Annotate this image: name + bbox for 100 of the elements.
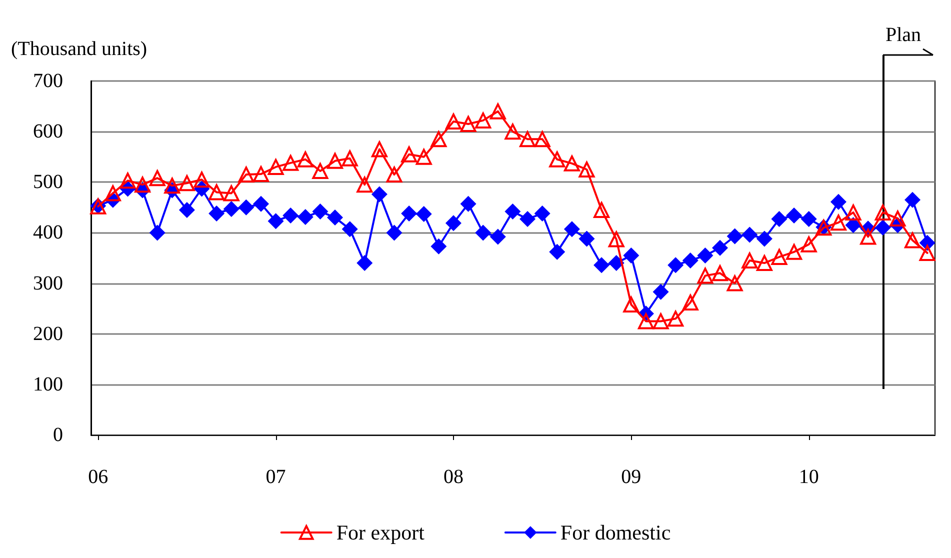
point — [890, 210, 906, 227]
y-tick-label: 700 — [33, 70, 63, 92]
point — [786, 208, 802, 224]
point — [445, 113, 462, 130]
point — [134, 176, 151, 193]
y-tick-label: 200 — [33, 322, 63, 345]
point — [668, 257, 684, 274]
point — [652, 313, 669, 330]
ref-line-label: Plan — [885, 24, 922, 46]
point — [534, 131, 550, 148]
point — [830, 214, 846, 231]
y-tick-label: 500 — [33, 171, 63, 194]
point — [268, 213, 284, 230]
point — [238, 166, 254, 183]
point — [490, 103, 506, 120]
point — [904, 232, 920, 248]
point — [756, 230, 772, 247]
point — [312, 203, 328, 220]
point — [282, 154, 299, 171]
point — [786, 244, 802, 260]
point — [771, 248, 788, 265]
point — [652, 284, 669, 300]
point — [712, 240, 728, 256]
point — [756, 255, 772, 272]
point — [860, 228, 876, 245]
point — [386, 166, 402, 183]
point — [682, 294, 698, 311]
point — [564, 155, 580, 172]
point — [460, 196, 476, 212]
point — [104, 185, 121, 202]
point — [268, 158, 284, 175]
point — [194, 172, 210, 188]
point — [342, 150, 358, 166]
point — [208, 205, 225, 222]
point — [430, 131, 447, 148]
point — [800, 236, 817, 252]
point — [120, 172, 136, 189]
point — [594, 202, 610, 218]
legend-label: For export — [336, 520, 425, 544]
point — [386, 224, 402, 241]
point — [430, 238, 447, 254]
y-axis-title: (Thousand units) — [11, 38, 148, 60]
x-tick-label: 07 — [266, 466, 286, 488]
point — [845, 204, 862, 220]
point — [342, 221, 358, 238]
point — [697, 247, 714, 264]
point — [178, 202, 195, 218]
point — [742, 252, 758, 269]
legend-label: For domestic — [560, 520, 671, 544]
point — [416, 148, 432, 165]
point — [371, 186, 388, 202]
point — [520, 131, 536, 148]
y-tick-label: 0 — [53, 424, 63, 446]
point — [534, 205, 550, 222]
point — [297, 209, 314, 226]
point — [594, 257, 610, 274]
point — [445, 215, 462, 232]
point — [356, 255, 373, 272]
point — [252, 196, 269, 212]
point — [460, 116, 476, 132]
point — [297, 151, 314, 168]
point — [904, 192, 920, 208]
point — [312, 163, 328, 180]
point — [223, 185, 240, 202]
point — [682, 252, 698, 269]
point — [712, 265, 728, 282]
point — [238, 199, 254, 216]
point — [668, 310, 684, 327]
y-tick-label: 300 — [33, 272, 63, 294]
point — [149, 224, 166, 241]
x-tick-label: 09 — [621, 466, 642, 488]
point — [327, 152, 344, 169]
point — [726, 275, 743, 292]
y-tick-label: 400 — [33, 222, 63, 244]
point — [416, 206, 432, 222]
point — [356, 176, 373, 193]
point — [401, 146, 418, 162]
point — [874, 220, 891, 236]
point — [223, 200, 240, 217]
point — [178, 175, 195, 192]
x-tick-label: 08 — [443, 466, 464, 488]
point — [726, 228, 743, 244]
point — [549, 151, 566, 168]
point — [371, 141, 388, 158]
point — [623, 247, 640, 264]
point — [475, 112, 492, 128]
point — [520, 211, 536, 228]
point — [149, 170, 166, 186]
point — [564, 221, 580, 238]
point — [697, 268, 714, 284]
point — [919, 244, 936, 261]
x-tick-label: 10 — [798, 466, 819, 488]
point — [475, 224, 492, 241]
y-tick-label: 100 — [33, 373, 63, 396]
point — [549, 244, 566, 260]
point — [608, 231, 624, 248]
point — [252, 166, 269, 182]
point — [608, 255, 624, 272]
point — [638, 313, 654, 330]
point — [401, 205, 418, 222]
